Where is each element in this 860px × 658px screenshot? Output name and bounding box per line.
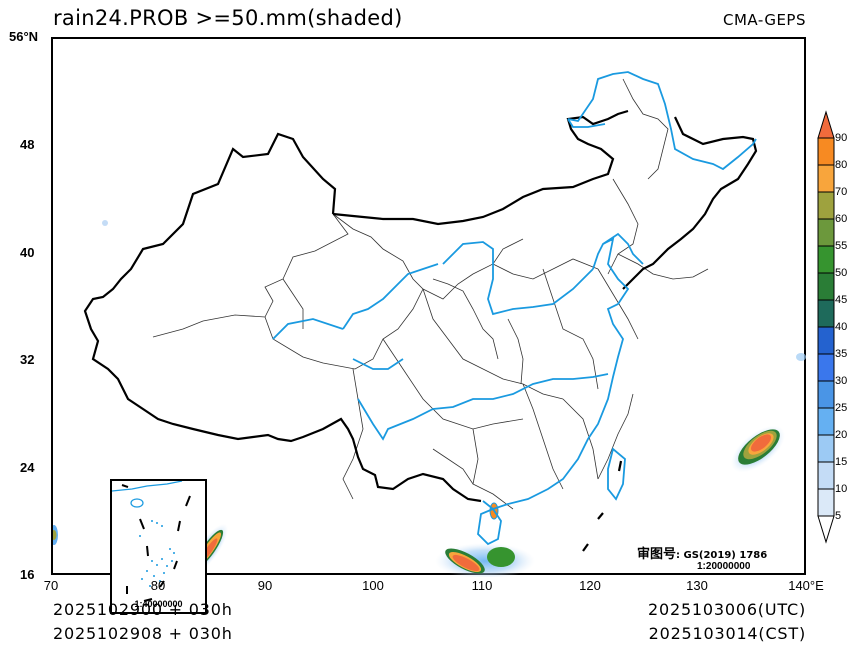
y-tick-56: 56°N	[9, 29, 39, 44]
init-time-utc: 2025102900 + 030h	[53, 600, 233, 619]
chart-title: rain24.PROB >=50.mm(shaded)	[53, 6, 403, 30]
map-scale: 1:20000000	[697, 561, 751, 572]
approval-number: : GS(2019) 1786	[676, 550, 768, 561]
y-tick-40: 40	[20, 245, 35, 260]
precip-blob-scs	[435, 543, 535, 577]
map-approval-number: 审图号: GS(2019) 1786	[637, 543, 767, 562]
precip-blob-west-edge	[53, 220, 806, 545]
precip-blob-east	[730, 425, 786, 473]
colorbar-label-10: 10	[835, 483, 848, 495]
colorbar-label-20: 20	[835, 429, 848, 441]
x-tick-90: 90	[257, 578, 273, 593]
maritime-boundary-dashes	[582, 460, 623, 552]
rivers-and-coast	[272, 71, 757, 546]
colorbar-label-90: 90	[835, 132, 848, 144]
y-tick-24: 24	[20, 460, 35, 475]
model-name: CMA-GEPS	[723, 11, 806, 29]
colorbar-label-35: 35	[835, 348, 848, 360]
colorbar-label-30: 30	[835, 375, 848, 387]
colorbar-max-arrow	[817, 110, 835, 139]
colorbar-label-70: 70	[835, 186, 848, 198]
approval-label: 审图号	[637, 547, 677, 562]
x-tick-100: 100	[362, 578, 384, 593]
y-tick-48: 48	[20, 137, 35, 152]
x-tick-80: 80	[150, 578, 166, 593]
colorbar-label-60: 60	[835, 213, 848, 225]
colorbar-label-5: 5	[835, 510, 842, 522]
inset-scale: 1:40000000	[134, 599, 183, 609]
x-tick-70: 70	[43, 578, 59, 593]
y-tick-16: 16	[20, 567, 35, 582]
colorbar-label-15: 15	[835, 456, 848, 468]
south-china-sea-inset: 1:40000000	[110, 479, 207, 614]
x-tick-120: 120	[579, 578, 601, 593]
y-tick-32: 32	[20, 352, 35, 367]
province-boundaries	[152, 78, 709, 510]
x-tick-130: 130	[686, 578, 708, 593]
colorbar-label-40: 40	[835, 321, 848, 333]
map-frame: 1:40000000	[51, 37, 806, 614]
colorbar	[817, 110, 835, 544]
valid-time-utc: 2025103006(UTC)	[648, 600, 806, 619]
colorbar-label-25: 25	[835, 402, 848, 414]
init-time-cst: 2025102908 + 030h	[53, 624, 233, 643]
colorbar-label-45: 45	[835, 294, 848, 306]
colorbar-label-50: 50	[835, 267, 848, 279]
colorbar-label-55: 55	[835, 240, 848, 252]
valid-time-cst: 2025103014(CST)	[648, 624, 806, 643]
colorbar-label-80: 80	[835, 159, 848, 171]
map-canvas	[53, 71, 806, 577]
colorbar-min-arrow	[817, 515, 835, 544]
national-border	[83, 109, 758, 503]
x-tick-110: 110	[471, 578, 493, 593]
x-tick-140: 140°E	[788, 578, 824, 593]
